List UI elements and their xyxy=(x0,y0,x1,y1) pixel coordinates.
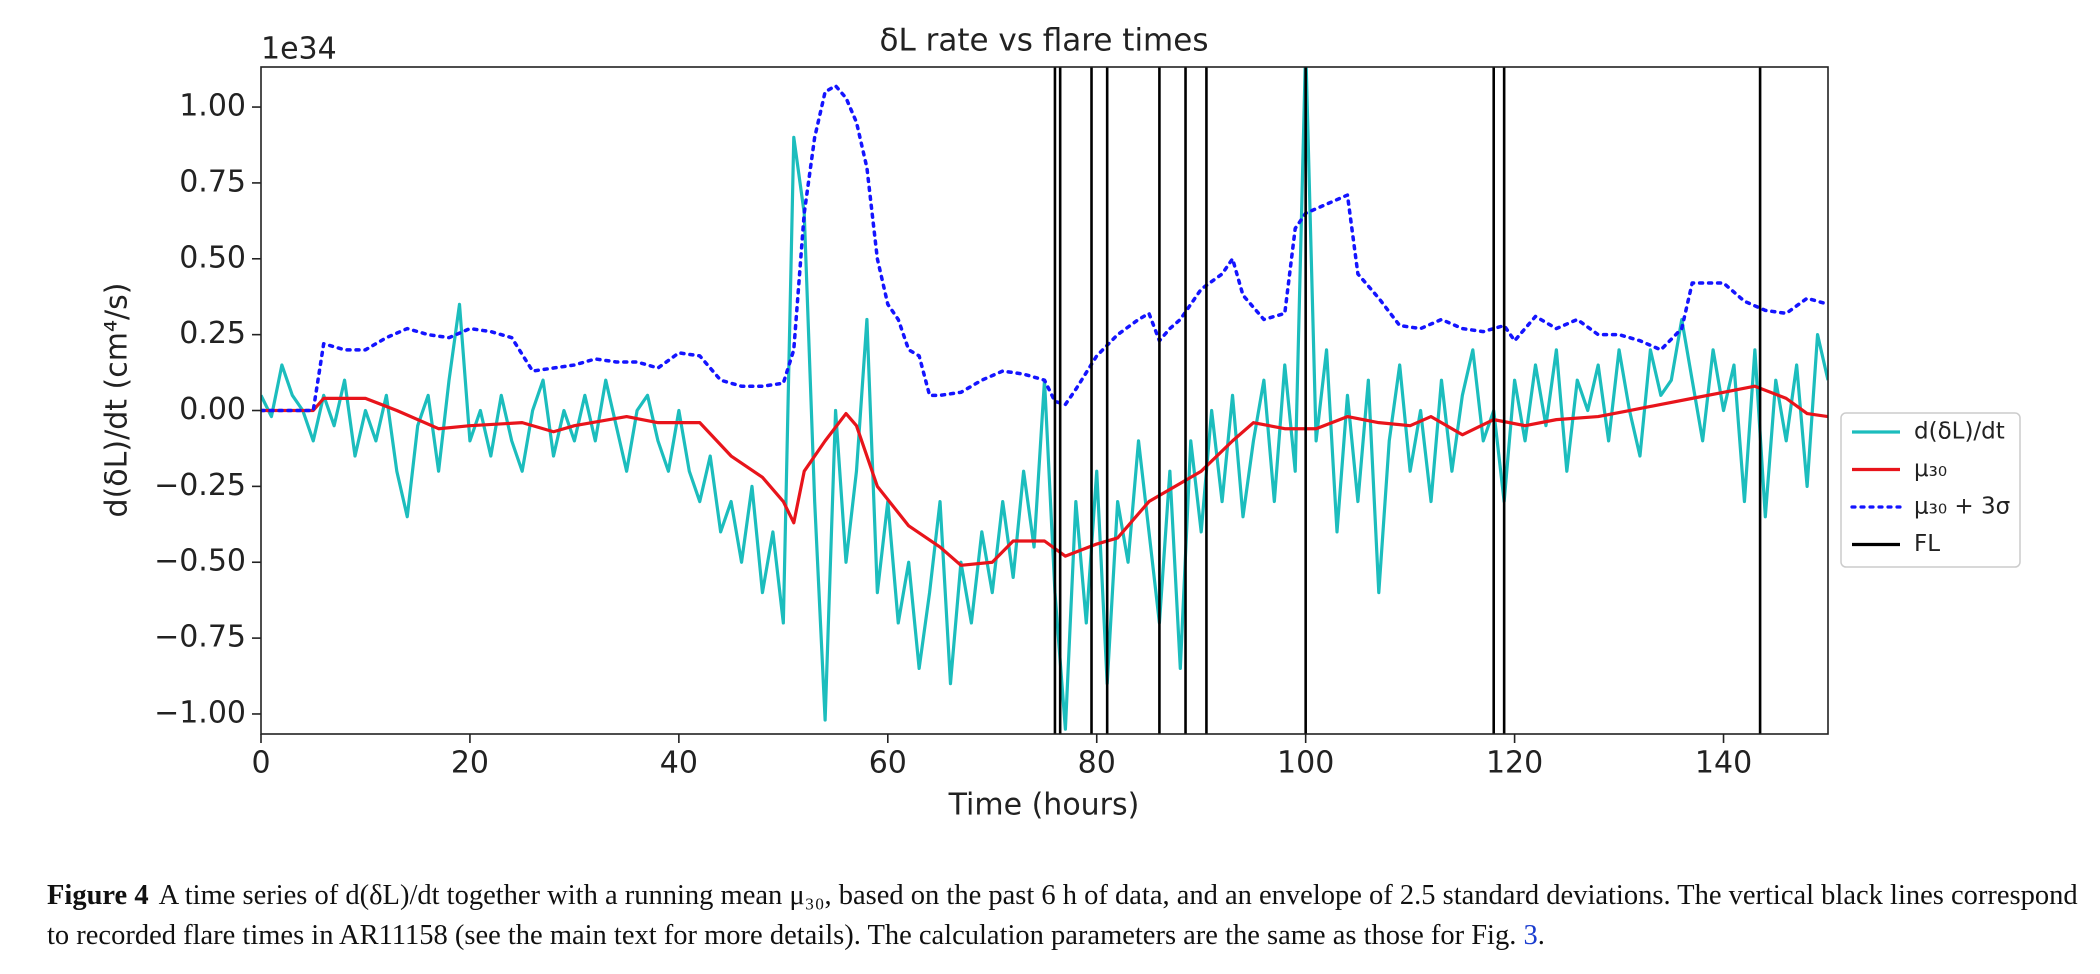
legend: d(δL)/dt μ₃₀ μ₃₀ + 3σ FL xyxy=(1840,412,2021,568)
offset-label: 1e34 xyxy=(261,32,337,67)
plot-frame xyxy=(260,66,1829,735)
legend-label: μ₃₀ xyxy=(1914,456,1947,482)
plot-area xyxy=(261,67,1828,734)
y-tick-label: −0.75 xyxy=(154,620,246,655)
y-tick-label: 0.25 xyxy=(179,316,246,351)
chart: δL rate vs flare times 1e34 Time (hours)… xyxy=(100,23,2021,823)
caption-end: . xyxy=(1537,920,1545,951)
x-tick-label: 60 xyxy=(869,746,907,781)
y-tick-label: 0.75 xyxy=(179,164,246,199)
y-tick-label: −0.50 xyxy=(154,544,246,579)
chart-title: δL rate vs flare times xyxy=(880,23,1209,59)
caption-text: A time series of d(δL)/dt together with … xyxy=(47,880,2078,951)
x-tick-label: 80 xyxy=(1078,746,1116,781)
y-tick-label: −1.00 xyxy=(154,695,246,730)
legend-label: FL xyxy=(1914,531,1940,557)
series-line xyxy=(261,84,1828,413)
x-tick-label: 100 xyxy=(1277,746,1334,781)
y-tick-label: −0.25 xyxy=(154,468,246,503)
figure-reference[interactable]: 3 xyxy=(1523,920,1538,951)
caption-label: Figure 4 xyxy=(47,880,149,911)
legend-box xyxy=(1840,412,2021,568)
x-tick-label: 140 xyxy=(1695,746,1752,781)
series-line xyxy=(261,384,1828,567)
y-tick-label: 1.00 xyxy=(179,89,246,124)
x-tick-label: 120 xyxy=(1486,746,1543,781)
x-tick-label: 20 xyxy=(451,746,489,781)
x-tick-label: 0 xyxy=(251,746,270,781)
x-tick-label: 40 xyxy=(660,746,698,781)
legend-label: μ₃₀ + 3σ xyxy=(1914,494,2010,520)
y-axis-label: d(δL)/dt (cm⁴/s) xyxy=(100,283,135,518)
series-line xyxy=(261,67,1828,731)
legend-label: d(δL)/dt xyxy=(1914,419,2005,445)
y-tick-label: 0.50 xyxy=(179,240,246,275)
x-axis-label: Time (hours) xyxy=(948,788,1140,823)
y-tick-label: 0.00 xyxy=(179,392,246,427)
